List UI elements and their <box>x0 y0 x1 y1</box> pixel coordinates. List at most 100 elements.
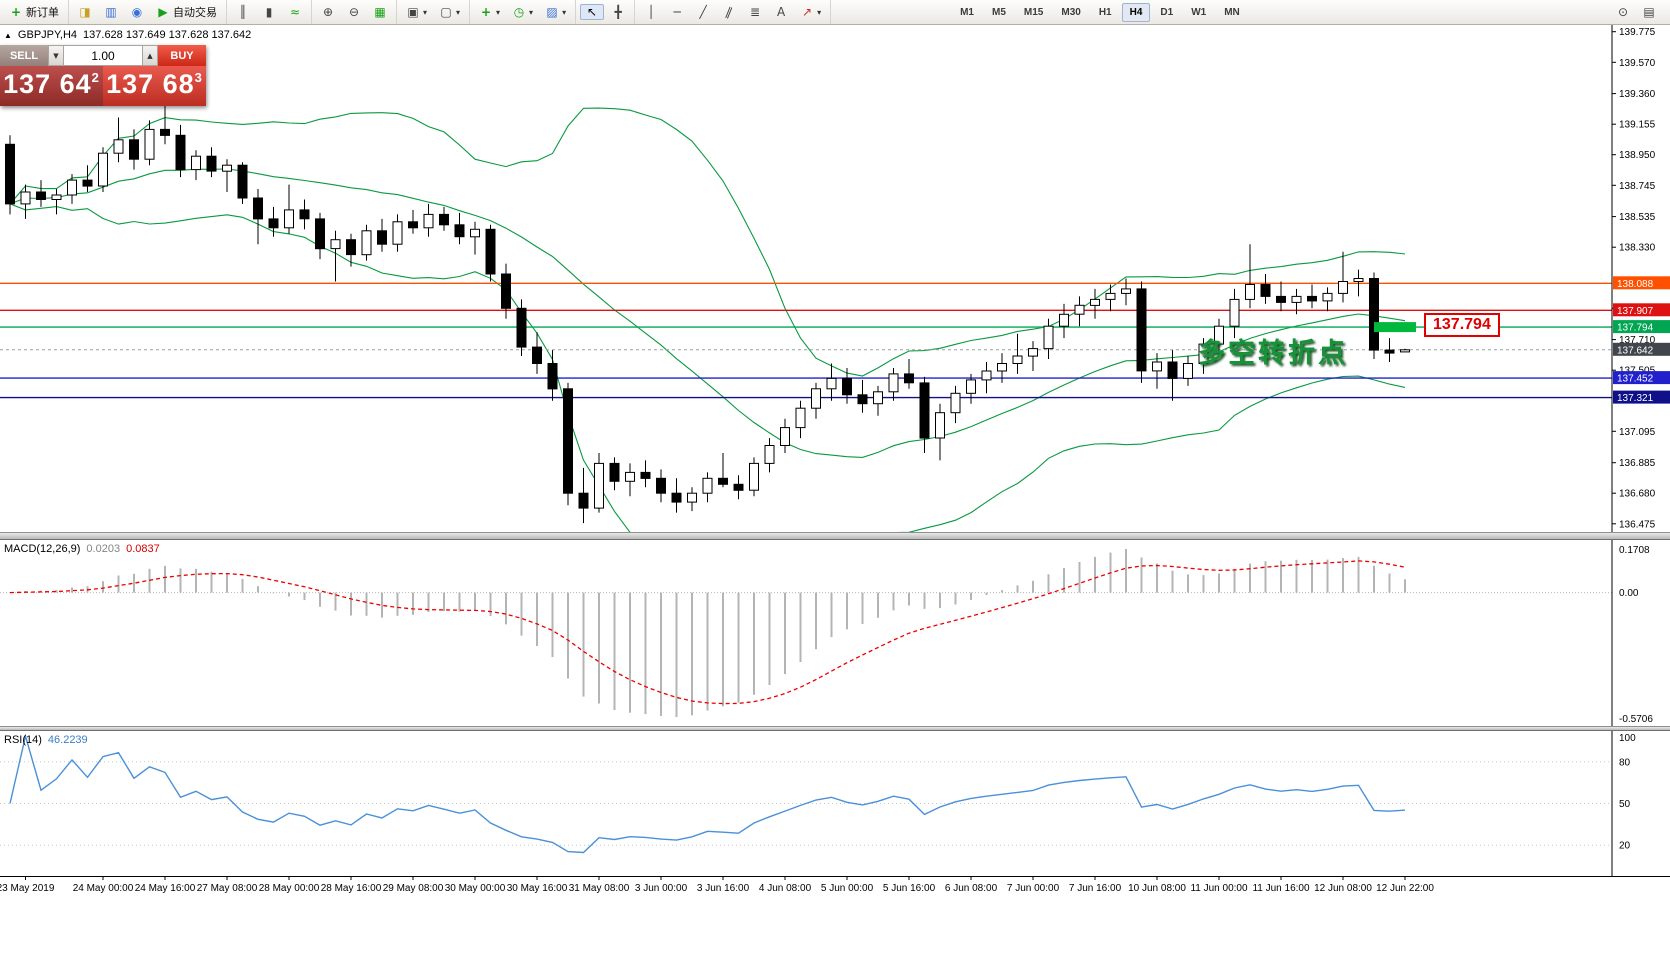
svg-text:5 Jun 16:00: 5 Jun 16:00 <box>883 883 936 894</box>
svg-text:137.907: 137.907 <box>1617 306 1654 317</box>
new-order-icon: + <box>10 5 22 19</box>
channel-icon: ∥ <box>723 4 735 20</box>
volume-decrease-button[interactable]: ▼ <box>48 45 64 66</box>
timeframe-mn-button[interactable]: MN <box>1224 6 1240 18</box>
text-button[interactable]: A <box>769 4 793 20</box>
fibonacci-icon: ≣ <box>750 5 761 19</box>
fibonacci-button[interactable]: ≣ <box>743 4 767 20</box>
crosshair-icon: ╋ <box>614 5 622 19</box>
candlestick-icon: ▮ <box>265 5 273 19</box>
timeframe-m30-button[interactable]: M30 <box>1061 6 1081 18</box>
tile-windows-button[interactable]: ▣ ▾ <box>401 4 432 20</box>
svg-text:29 May 08:00: 29 May 08:00 <box>383 883 444 894</box>
svg-text:11 Jun 00:00: 11 Jun 00:00 <box>1190 883 1248 894</box>
dropdown-caret-icon[interactable]: ▾ <box>423 7 428 17</box>
buy-price-button[interactable]: 137 68 3 <box>103 66 206 106</box>
dropdown-caret-icon[interactable]: ▾ <box>562 7 567 17</box>
svg-text:3 Jun 16:00: 3 Jun 16:00 <box>697 883 750 894</box>
timeframe-w1-button[interactable]: W1 <box>1191 6 1207 18</box>
templates-button[interactable]: ▨ ▾ <box>540 4 571 20</box>
trendline-button[interactable]: ╱ <box>691 4 715 20</box>
insert-group: + ▾ ◷ ▾ ▨ ▾ <box>470 0 577 24</box>
zoom-group: ⊕ ⊖ ▦ <box>312 0 397 24</box>
new-order-button[interactable]: + 新订单 <box>4 2 64 22</box>
svg-text:136.680: 136.680 <box>1619 489 1656 500</box>
buy-button[interactable]: BUY <box>158 45 206 66</box>
timeframe-h1-button[interactable]: H1 <box>1098 6 1112 18</box>
time-axis[interactable]: 23 May 2019 24 May 00:00 24 May 16:00 27 Ma… <box>0 876 1670 896</box>
price-alert-label: 137.794 <box>1424 313 1500 337</box>
grid-button[interactable]: ▦ <box>368 4 392 20</box>
vertical-line-button[interactable]: │ <box>639 4 663 20</box>
sell-button[interactable]: SELL <box>0 45 48 66</box>
search-icon: ⊙ <box>1617 5 1629 19</box>
macd-chart[interactable]: 0.1708 0.00 -0.5706 <box>0 540 1670 726</box>
market-watch-button[interactable]: ▥ <box>99 4 123 20</box>
toolbox-button[interactable]: ▤ <box>1637 4 1661 20</box>
rsi-chart[interactable]: 100 80 50 20 <box>0 731 1670 876</box>
chart-annotation-text: 多空转折点 <box>1198 338 1348 369</box>
arrow-label-button[interactable]: ↗ ▾ <box>795 4 826 20</box>
zoom-out-icon: ⊖ <box>348 5 360 19</box>
timeframe-h4-button[interactable]: H4 <box>1121 2 1151 22</box>
sell-price-sup: 2 <box>91 70 100 85</box>
cascade-windows-button[interactable]: ▢ ▾ <box>434 4 465 20</box>
zoom-out-button[interactable]: ⊖ <box>342 4 366 20</box>
svg-text:12 Jun 22:00: 12 Jun 22:00 <box>1376 883 1434 894</box>
pointer-group: ↖ ╋ <box>576 0 636 24</box>
panel-splitter[interactable] <box>0 532 1670 540</box>
timeframe-toolbar: M1 M5 M15 M30 H1 H4 D1 W1 MN <box>951 0 1249 24</box>
macd-main-value: 0.0203 <box>86 543 121 555</box>
line-chart-icon: ≈ <box>289 5 301 19</box>
text-icon: A <box>776 5 786 19</box>
zoom-in-button[interactable]: ⊕ <box>316 4 340 20</box>
search-button[interactable]: ⊙ <box>1611 4 1635 20</box>
periods-button[interactable]: ◷ ▾ <box>507 4 538 20</box>
chart-symbol-title: ▲ GBPJPY,H4 137.628 137.649 137.628 137.… <box>4 29 251 41</box>
panel-splitter-2[interactable] <box>0 726 1670 731</box>
bar-chart-icon: ║ <box>239 5 247 19</box>
svg-text:30 May 16:00: 30 May 16:00 <box>507 883 568 894</box>
toolbar: + 新订单 ◨ ▥ ◉ ▶ 自动交易 ║ ▮ ≈ ⊕ ⊖ ▦ ▣ ▾ ▢ ▾ + ▾ ◷ ▾ ▨ ▾ ↖ ╋ │ ─ ╱ ∥ ≣ A ↗ ▾ M… <box>0 0 1670 25</box>
indicators-button[interactable]: + ▾ <box>474 4 505 20</box>
bar-chart-button[interactable]: ║ <box>231 4 255 20</box>
svg-text:136.885: 136.885 <box>1619 458 1656 469</box>
sell-price-button[interactable]: 137 64 2 <box>0 66 103 106</box>
svg-text:138.950: 138.950 <box>1619 150 1656 161</box>
rsi-panel: 100 80 50 20 RSI(14) 46.2239 <box>0 731 1670 876</box>
charts-button[interactable]: ◨ <box>73 4 97 20</box>
svg-text:100: 100 <box>1619 733 1636 744</box>
volume-increase-button[interactable]: ▲ <box>142 45 158 66</box>
candlestick-chart[interactable]: 139.775 139.570 139.360 139.155 138.950 138.7… <box>0 25 1670 532</box>
templates-icon: ▨ <box>546 5 558 19</box>
svg-text:139.775: 139.775 <box>1619 27 1656 38</box>
candlestick-chart-button[interactable]: ▮ <box>257 4 281 20</box>
bottom-空白-space <box>0 896 1670 954</box>
cursor-button[interactable]: ↖ <box>580 4 605 20</box>
svg-text:3 Jun 00:00: 3 Jun 00:00 <box>635 883 688 894</box>
dropdown-caret-icon[interactable]: ▾ <box>496 7 501 17</box>
chart-type-group: ║ ▮ ≈ <box>227 0 312 24</box>
timeframe-m1-button[interactable]: M1 <box>960 6 974 18</box>
timeframe-m15-button[interactable]: M15 <box>1023 6 1044 18</box>
dropdown-caret-icon[interactable]: ▾ <box>456 7 461 17</box>
arrange-group: ▣ ▾ ▢ ▾ <box>397 0 471 24</box>
data-window-button[interactable]: ◉ <box>125 4 149 20</box>
rsi-name: RSI(14) <box>4 734 42 746</box>
timeframe-d1-button[interactable]: D1 <box>1160 6 1174 18</box>
line-chart-button[interactable]: ≈ <box>283 4 307 20</box>
dropdown-caret-icon[interactable]: ▾ <box>817 7 822 17</box>
horizontal-line-button[interactable]: ─ <box>665 4 689 20</box>
auto-trading-button[interactable]: ▶ 自动交易 <box>151 2 222 22</box>
auto-trading-button-label: 自动交易 <box>173 7 217 19</box>
channel-button[interactable]: ∥ <box>717 4 741 20</box>
timeframe-m5-button[interactable]: M5 <box>992 6 1006 18</box>
rsi-value: 46.2239 <box>47 734 88 746</box>
dropdown-caret-icon[interactable]: ▾ <box>529 7 534 17</box>
buy-price: 137 68 <box>106 69 195 99</box>
market-watch-icon: ▥ <box>105 5 117 19</box>
volume-input[interactable] <box>64 45 142 66</box>
toolbar-spacer <box>1249 0 1610 24</box>
crosshair-button[interactable]: ╋ <box>606 4 630 20</box>
